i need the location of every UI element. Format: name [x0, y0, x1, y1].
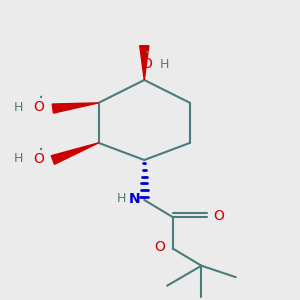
- Polygon shape: [140, 46, 149, 80]
- Polygon shape: [51, 143, 99, 164]
- Text: ·: ·: [38, 140, 45, 160]
- Text: O: O: [213, 209, 224, 223]
- Text: O: O: [33, 100, 44, 114]
- Text: H: H: [14, 100, 23, 114]
- Polygon shape: [52, 103, 99, 113]
- Text: O: O: [142, 57, 153, 71]
- Text: ·: ·: [38, 89, 45, 108]
- Text: N: N: [128, 192, 140, 206]
- Text: O: O: [33, 152, 44, 166]
- Text: H: H: [117, 192, 126, 205]
- Text: H: H: [160, 58, 169, 71]
- Text: O: O: [154, 240, 165, 254]
- Text: ·: ·: [144, 44, 150, 63]
- Text: H: H: [14, 152, 23, 165]
